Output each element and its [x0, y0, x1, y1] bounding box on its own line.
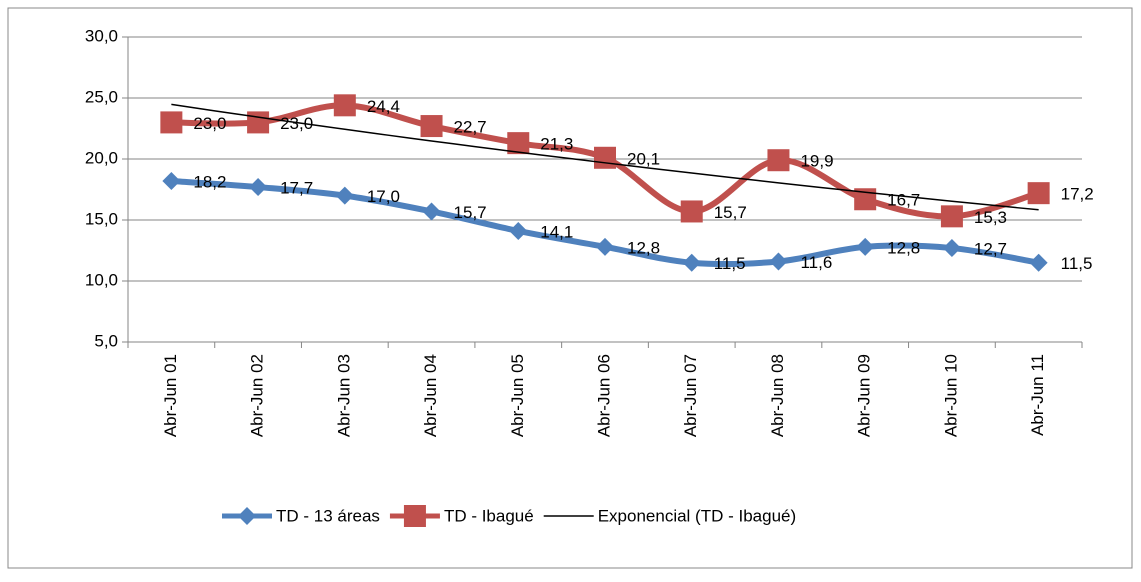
point-marker [247, 111, 270, 134]
y-tick-label: 25,0 [85, 87, 118, 106]
x-tick-label: Abr-Jun 06 [594, 354, 613, 437]
x-tick-label: Abr-Jun 01 [161, 354, 180, 437]
y-tick-label: 30,0 [85, 26, 118, 45]
legend-marker [238, 507, 256, 525]
data-label: 15,3 [974, 208, 1007, 227]
data-label: 20,1 [627, 149, 660, 168]
x-tick-label: Abr-Jun 10 [941, 354, 960, 437]
point-marker [682, 253, 701, 272]
point-marker [596, 237, 614, 256]
data-label: 18,2 [193, 172, 226, 191]
point-marker [507, 132, 530, 155]
legend-label: Exponencial (TD - Ibagué) [598, 506, 796, 525]
data-label: 17,7 [280, 179, 313, 198]
point-marker [160, 111, 183, 134]
y-tick-label: 20,0 [85, 148, 118, 167]
data-label: 23,0 [193, 114, 226, 133]
x-tick-label: Abr-Jun 05 [508, 354, 527, 437]
x-tick-label: Abr-Jun 11 [1028, 354, 1047, 436]
point-marker [162, 171, 181, 190]
data-label: 24,4 [367, 97, 400, 116]
data-label: 23,0 [280, 114, 313, 133]
data-label: 17,2 [1061, 185, 1094, 204]
point-marker [769, 252, 788, 271]
data-label: 21,3 [540, 135, 573, 154]
x-tick-label: Abr-Jun 04 [421, 354, 440, 437]
x-tick-label: Abr-Jun 03 [334, 354, 353, 437]
point-marker [509, 221, 528, 240]
legend-marker [403, 505, 426, 527]
x-tick-label: Abr-Jun 09 [855, 354, 874, 437]
x-tick-label: Abr-Jun 02 [248, 354, 267, 437]
point-marker [422, 202, 441, 221]
point-marker [333, 94, 356, 117]
legend-label: TD - Ibagué [444, 506, 534, 525]
chart-frame [7, 7, 1133, 569]
data-label: 11,6 [800, 253, 832, 272]
data-label: 15,7 [714, 203, 747, 222]
data-label: 11,5 [1061, 254, 1093, 273]
point-marker [767, 149, 790, 172]
point-marker [335, 186, 354, 205]
legend-label: TD - 13 áreas [276, 506, 380, 525]
trendline [171, 103, 1039, 211]
y-tick-label: 15,0 [85, 209, 118, 228]
point-marker [594, 146, 616, 169]
x-tick-label: Abr-Jun 07 [681, 354, 700, 437]
data-label: 17,0 [367, 187, 400, 206]
data-label: 11,5 [714, 254, 746, 273]
point-marker [856, 237, 875, 256]
point-marker [680, 200, 703, 223]
point-marker [942, 239, 961, 258]
point-marker [940, 205, 963, 228]
point-marker [1029, 253, 1048, 272]
point-marker [854, 188, 877, 211]
data-label: 12,7 [974, 240, 1007, 259]
data-label: 22,7 [454, 118, 487, 137]
data-label: 19,9 [800, 152, 833, 171]
data-label: 12,8 [887, 238, 920, 257]
y-tick-label: 10,0 [85, 270, 118, 289]
point-marker [420, 115, 443, 138]
data-label: 16,7 [887, 191, 920, 210]
point-marker [249, 178, 268, 197]
data-label: 14,1 [540, 222, 573, 241]
x-tick-label: Abr-Jun 08 [768, 354, 787, 437]
y-tick-label: 5,0 [94, 331, 118, 350]
data-label: 15,7 [454, 203, 487, 222]
data-label: 12,8 [627, 238, 660, 257]
point-marker [1027, 182, 1050, 205]
